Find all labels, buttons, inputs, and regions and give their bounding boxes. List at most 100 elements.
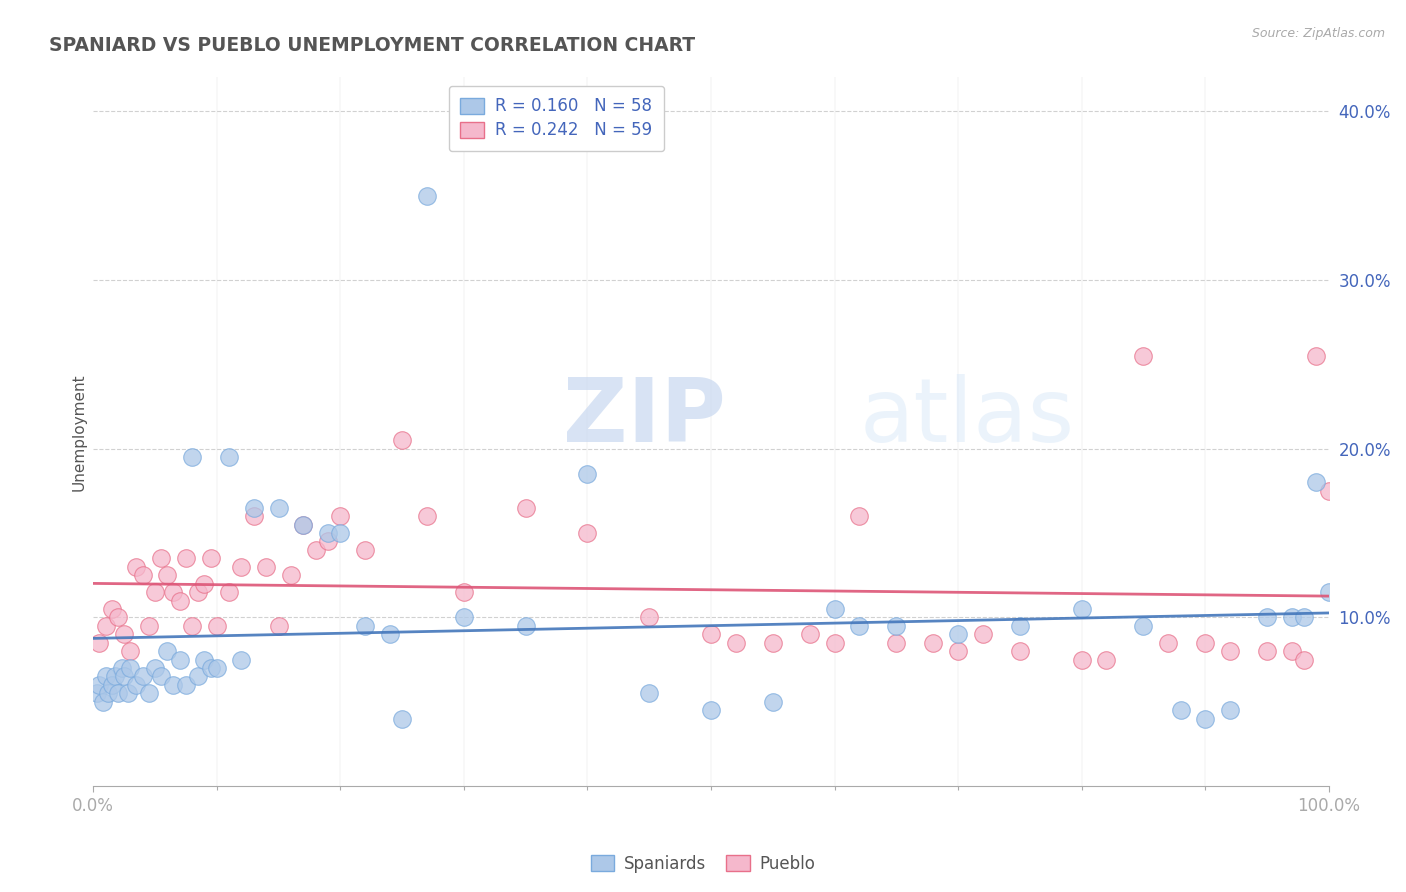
Point	[304, 542, 326, 557]
Point	[1281, 644, 1303, 658]
Point	[354, 542, 377, 557]
Point	[292, 517, 315, 532]
Text: Source: ZipAtlas.com: Source: ZipAtlas.com	[1251, 27, 1385, 40]
Point	[131, 669, 153, 683]
Point	[884, 636, 907, 650]
Point	[243, 500, 266, 515]
Point	[378, 627, 401, 641]
Point	[576, 467, 599, 481]
Point	[181, 619, 204, 633]
Point	[1132, 619, 1154, 633]
Point	[700, 703, 723, 717]
Point	[107, 686, 129, 700]
Point	[254, 559, 277, 574]
Point	[205, 661, 228, 675]
Text: atlas: atlas	[859, 374, 1074, 461]
Point	[453, 585, 475, 599]
Point	[453, 610, 475, 624]
Point	[120, 661, 142, 675]
Point	[112, 627, 135, 641]
Point	[200, 551, 222, 566]
Point	[218, 585, 240, 599]
Point	[86, 686, 108, 700]
Point	[1070, 602, 1092, 616]
Point	[1317, 483, 1340, 498]
Point	[89, 678, 111, 692]
Point	[391, 712, 413, 726]
Point	[354, 619, 377, 633]
Point	[138, 619, 160, 633]
Point	[91, 695, 114, 709]
Text: ZIP: ZIP	[562, 374, 725, 461]
Point	[150, 551, 173, 566]
Point	[515, 619, 537, 633]
Point	[1256, 610, 1278, 624]
Point	[1194, 636, 1216, 650]
Point	[231, 652, 253, 666]
Legend: R = 0.160   N = 58, R = 0.242   N = 59: R = 0.160 N = 58, R = 0.242 N = 59	[449, 86, 664, 151]
Point	[97, 686, 120, 700]
Point	[94, 619, 117, 633]
Point	[1317, 585, 1340, 599]
Point	[267, 619, 290, 633]
Point	[848, 619, 870, 633]
Point	[162, 585, 184, 599]
Point	[316, 526, 339, 541]
Point	[1256, 644, 1278, 658]
Point	[1294, 610, 1316, 624]
Point	[1008, 644, 1031, 658]
Point	[416, 509, 439, 524]
Point	[700, 627, 723, 641]
Point	[193, 652, 215, 666]
Point	[799, 627, 821, 641]
Point	[143, 661, 166, 675]
Point	[391, 434, 413, 448]
Point	[638, 686, 661, 700]
Point	[125, 559, 148, 574]
Point	[638, 610, 661, 624]
Point	[100, 678, 122, 692]
Point	[131, 568, 153, 582]
Point	[120, 644, 142, 658]
Point	[922, 636, 945, 650]
Point	[218, 450, 240, 464]
Point	[515, 500, 537, 515]
Point	[1194, 712, 1216, 726]
Point	[138, 686, 160, 700]
Point	[1219, 644, 1241, 658]
Point	[169, 652, 191, 666]
Point	[724, 636, 747, 650]
Point	[1170, 703, 1192, 717]
Point	[1305, 349, 1327, 363]
Point	[1070, 652, 1092, 666]
Point	[329, 526, 352, 541]
Point	[169, 593, 191, 607]
Point	[972, 627, 994, 641]
Point	[94, 669, 117, 683]
Point	[1157, 636, 1180, 650]
Y-axis label: Unemployment: Unemployment	[72, 373, 86, 491]
Point	[187, 669, 209, 683]
Point	[174, 551, 197, 566]
Point	[1008, 619, 1031, 633]
Point	[576, 526, 599, 541]
Point	[762, 695, 785, 709]
Point	[156, 644, 179, 658]
Point	[1219, 703, 1241, 717]
Point	[329, 509, 352, 524]
Point	[104, 669, 127, 683]
Point	[107, 610, 129, 624]
Point	[150, 669, 173, 683]
Point	[205, 619, 228, 633]
Point	[200, 661, 222, 675]
Legend: Spaniards, Pueblo: Spaniards, Pueblo	[583, 848, 823, 880]
Point	[117, 686, 139, 700]
Text: SPANIARD VS PUEBLO UNEMPLOYMENT CORRELATION CHART: SPANIARD VS PUEBLO UNEMPLOYMENT CORRELAT…	[49, 36, 696, 54]
Point	[1281, 610, 1303, 624]
Point	[174, 678, 197, 692]
Point	[280, 568, 302, 582]
Point	[231, 559, 253, 574]
Point	[416, 188, 439, 202]
Point	[125, 678, 148, 692]
Point	[100, 602, 122, 616]
